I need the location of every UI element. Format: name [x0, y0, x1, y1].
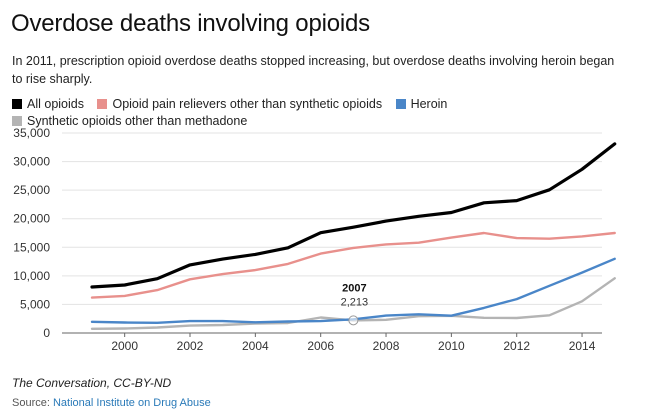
y-tick-label: 30,000: [13, 155, 50, 169]
legend-swatch: [12, 116, 22, 126]
annotation-2007: 2007 2,213: [341, 282, 369, 326]
legend-label: All opioids: [27, 97, 84, 111]
y-tick-label: 15,000: [13, 240, 50, 254]
chart-credit: The Conversation, CC-BY-ND: [12, 376, 172, 390]
chart-legend: All opioids Opioid pain relievers other …: [12, 96, 632, 130]
y-tick-label: 5,000: [20, 297, 50, 311]
legend-swatch: [97, 99, 108, 109]
y-tick-label: 20,000: [13, 212, 50, 226]
y-axis-ticks: 0 5,000 10,000 15,000 20,000 25,000 30,000 35,0…: [13, 126, 50, 340]
legend-label: Heroin: [410, 97, 448, 111]
chart-subtitle: In 2011, prescription opioid overdose de…: [12, 54, 615, 86]
y-tick-label: 25,000: [13, 183, 50, 197]
legend-item-heroin[interactable]: Heroin: [395, 96, 448, 112]
x-tick-label: 2000: [111, 339, 138, 353]
grid-lines: [62, 132, 602, 334]
source-link[interactable]: National Institute on Drug Abuse: [52, 397, 211, 409]
x-tick-label: 2014: [569, 339, 596, 353]
y-tick-label: 35,000: [13, 126, 50, 140]
legend-item-all-opioids[interactable]: All opioids: [12, 96, 84, 112]
x-tick-label: 2008: [373, 339, 400, 353]
x-tick-label: 2006: [307, 339, 334, 353]
x-tick-label: 2004: [242, 339, 269, 353]
y-tick-label: 0: [43, 326, 50, 340]
chart-source: Source: National Institute on Drug Abuse: [12, 397, 211, 409]
series-line-all-opioids: [90, 142, 617, 289]
source-prefix: Source:: [12, 397, 53, 409]
x-tick-label: 2010: [438, 339, 465, 353]
legend-label: Synthetic opioids other than methadone: [27, 114, 248, 128]
chart-title: Overdose deaths involving opioids: [11, 10, 370, 37]
annotation-value-label: 2,213: [341, 296, 369, 308]
legend-swatch: [395, 99, 406, 109]
annotation-year-label: 2007: [342, 282, 366, 294]
x-tick-label: 2012: [503, 339, 530, 353]
x-tick-label: 2002: [177, 339, 204, 353]
series-line-opioid-pain-relievers: [90, 231, 616, 299]
legend-swatch: [12, 99, 22, 109]
legend-label: Opioid pain relievers other than synthet…: [112, 97, 383, 111]
legend-item-synthetic-opioids[interactable]: Synthetic opioids other than methadone: [12, 113, 247, 129]
legend-item-opioid-pain-relievers[interactable]: Opioid pain relievers other than synthet…: [97, 96, 382, 112]
y-tick-label: 10,000: [13, 269, 50, 283]
annotation-marker: [348, 315, 359, 326]
x-axis-ticks: 2000 2002 2004 2006 2008 2010 2012 2014: [111, 333, 596, 353]
